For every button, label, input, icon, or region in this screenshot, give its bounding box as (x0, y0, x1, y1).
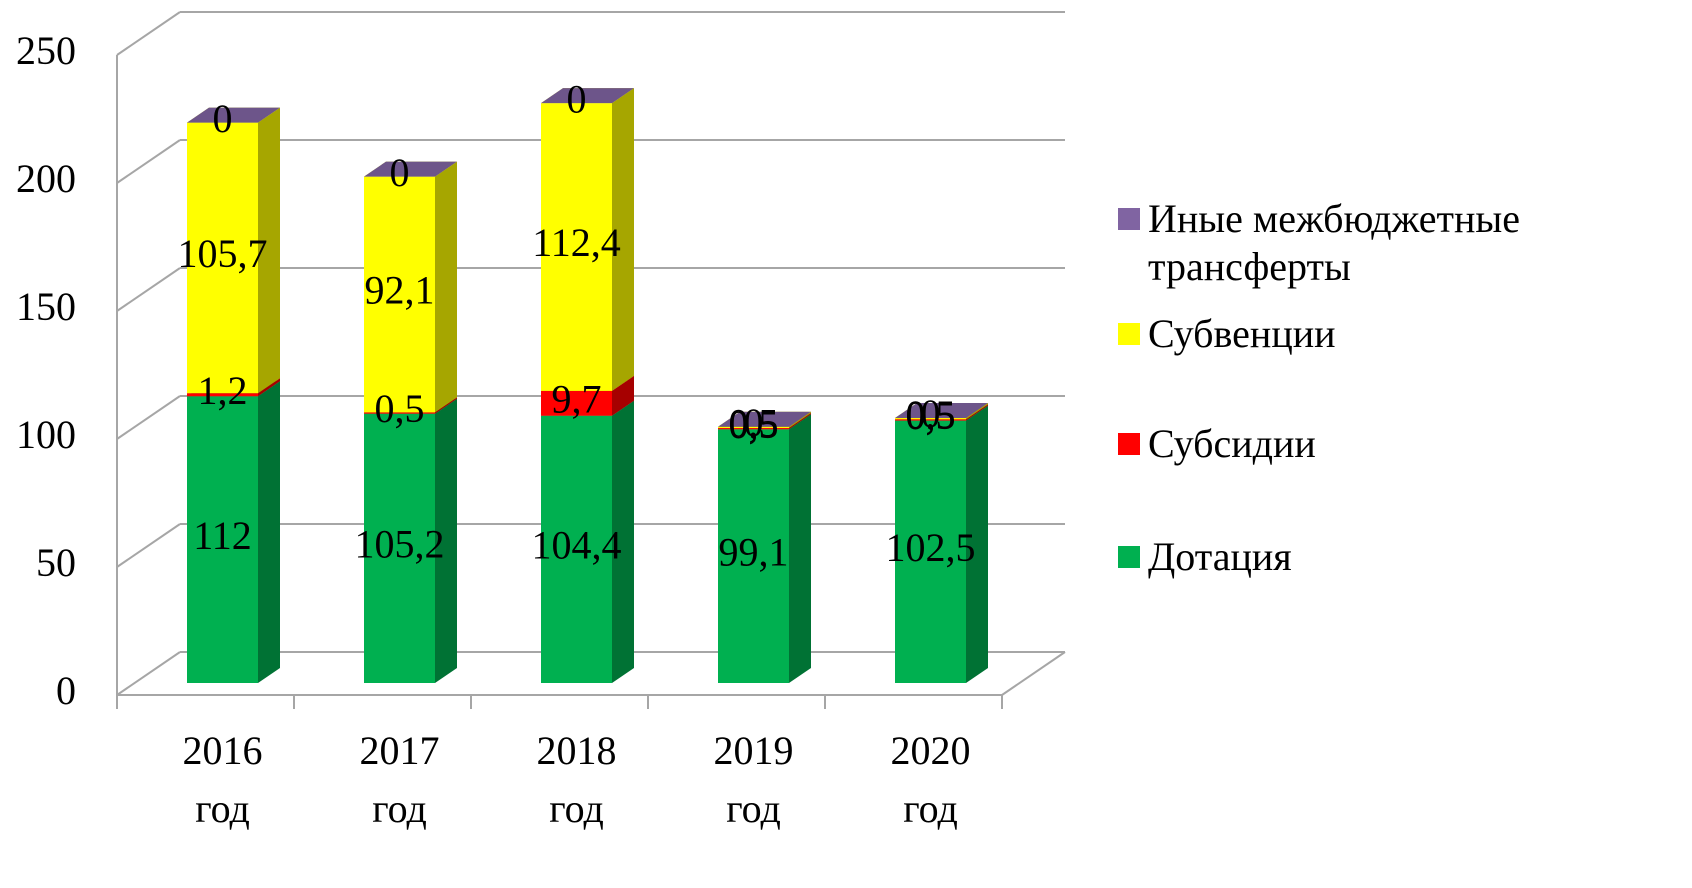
x-tick-label: 2016 год (182, 728, 263, 831)
bar-side (612, 400, 634, 683)
data-label: 0 (744, 400, 764, 445)
bar-side (789, 413, 811, 430)
legend-item: Субвенции (1118, 310, 1548, 358)
data-label: 0 (567, 76, 587, 121)
bar-side (789, 411, 811, 429)
grid-line (116, 395, 181, 440)
legend-item: Субсидии (1118, 420, 1548, 468)
bar-segment (541, 88, 634, 391)
data-label: 0 (921, 391, 941, 436)
x-tick-label: 2017 год (359, 728, 440, 831)
bar-side (258, 378, 280, 397)
data-label: 0,5 (729, 402, 779, 447)
bar-side (789, 414, 811, 683)
y-tick-label: 100 (16, 412, 76, 457)
grid-line (116, 11, 181, 56)
bar-segment (895, 403, 988, 419)
data-label: 99,1 (719, 529, 789, 574)
bar-side (612, 375, 634, 416)
data-label: 0,5 (729, 401, 779, 446)
bar-front (541, 103, 612, 391)
y-tick-label: 200 (16, 156, 76, 201)
bar-front (895, 420, 966, 683)
data-label: 0,5 (906, 393, 956, 438)
grid-line (116, 267, 181, 312)
bar-front (895, 419, 966, 421)
x-tick-label: 2020 год (890, 728, 971, 831)
data-label: 1,2 (198, 368, 248, 413)
bar-segment (895, 405, 988, 683)
bar-top (718, 411, 811, 427)
bar-top (895, 403, 988, 419)
bar-side (966, 403, 988, 420)
bar-segment (541, 88, 634, 104)
data-label: 112,4 (532, 220, 621, 265)
bar-side (435, 161, 457, 413)
bar-segment (364, 161, 457, 177)
data-label: 104,4 (532, 523, 622, 568)
y-tick-label: 50 (36, 540, 76, 585)
grid-line (116, 651, 181, 696)
data-label: 9,7 (552, 376, 602, 421)
legend-label: Иные межбюджетные трансферты (1148, 196, 1521, 289)
data-label: 112 (193, 513, 252, 558)
data-label: 0,5 (375, 386, 425, 431)
data-label: 0,5 (906, 392, 956, 437)
data-label: 102,5 (886, 525, 976, 570)
bar-segment (187, 107, 280, 394)
data-label: 0 (213, 96, 233, 141)
legend-swatch (1118, 208, 1140, 230)
bar-front (541, 390, 612, 416)
bar-top (541, 88, 634, 104)
bar-side (435, 397, 457, 414)
data-label: 92,1 (365, 268, 435, 313)
bar-segment (718, 411, 811, 427)
axis-line (1001, 651, 1066, 696)
legend-label: Субсидии (1148, 421, 1316, 466)
bar-side (966, 405, 988, 683)
bar-front (364, 413, 435, 683)
y-tick-label: 150 (16, 284, 76, 329)
bar-segment (187, 381, 280, 683)
bar-front (541, 415, 612, 683)
bar-front (718, 426, 789, 429)
bar-front (187, 122, 258, 394)
data-label: 105,2 (355, 522, 445, 567)
bar-side (612, 88, 634, 391)
legend-swatch (1118, 433, 1140, 455)
bar-side (435, 398, 457, 683)
legend-item: Дотация (1118, 533, 1548, 581)
data-label: 0 (390, 150, 410, 195)
x-tick-label: 2019 год (713, 728, 794, 831)
grid-line (116, 139, 181, 184)
legend-item: Иные межбюджетные трансферты (1118, 195, 1548, 291)
bar-front (895, 418, 966, 420)
bar-top (187, 107, 280, 123)
bar-side (258, 107, 280, 394)
bar-front (718, 428, 789, 430)
bar-segment (541, 400, 634, 683)
legend-label: Субвенции (1148, 311, 1336, 356)
bar-segment (187, 107, 280, 123)
legend-swatch (1118, 546, 1140, 568)
grid-line (116, 523, 181, 568)
y-tick-label: 250 (16, 28, 76, 73)
bar-front (187, 393, 258, 397)
bar-top (364, 161, 457, 177)
bar-front (187, 396, 258, 683)
legend-label: Дотация (1148, 534, 1292, 579)
bar-front (364, 412, 435, 414)
data-label: 105,7 (178, 231, 268, 276)
bar-side (258, 381, 280, 683)
legend-swatch (1118, 323, 1140, 345)
y-tick-label: 0 (56, 668, 76, 713)
bar-front (364, 176, 435, 413)
bar-side (966, 404, 988, 421)
x-tick-label: 2018 год (536, 728, 617, 831)
bar-front (718, 429, 789, 683)
